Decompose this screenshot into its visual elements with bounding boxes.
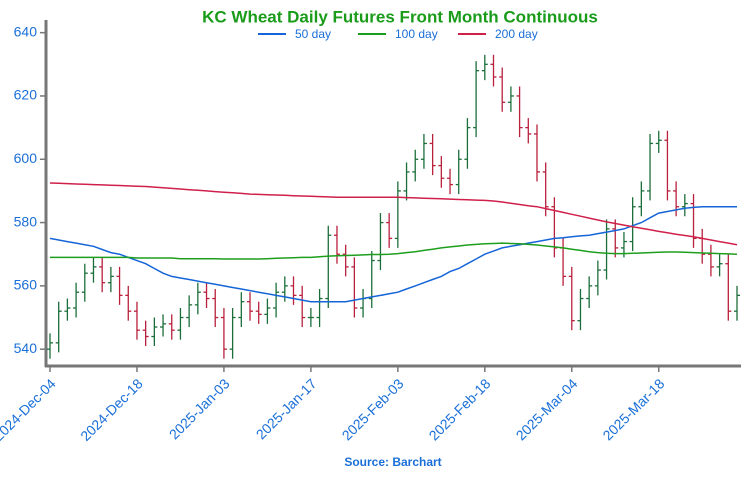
- legend-label: 50 day: [295, 27, 331, 41]
- legend-label: 200 day: [495, 27, 538, 41]
- moving-average-line: [50, 242, 738, 260]
- y-tick-label: 540: [14, 340, 38, 356]
- x-tick-label: 2025-Mar-04: [513, 375, 581, 443]
- y-tick-label: 580: [14, 213, 38, 229]
- x-tick-label: 2025-Jan-17: [253, 375, 320, 442]
- legend-label: 100 day: [395, 27, 438, 41]
- y-tick-label: 600: [14, 150, 38, 166]
- x-tick-label: 2025-Feb-18: [426, 375, 494, 443]
- x-tick-label: 2025-Feb-03: [339, 375, 407, 443]
- moving-average-line: [49, 182, 738, 246]
- x-tick-label: 2025-Jan-03: [166, 375, 233, 442]
- y-tick-label: 560: [14, 277, 38, 293]
- x-tick-label: 2024-Dec-04: [0, 375, 59, 444]
- moving-average-line: [49, 205, 737, 303]
- y-tick-label: 640: [14, 23, 38, 39]
- x-tick-label: 2025-Mar-18: [599, 375, 667, 443]
- source-note: Source: Barchart: [344, 455, 441, 469]
- x-tick-label: 2024-Dec-18: [77, 375, 146, 444]
- y-tick-label: 620: [14, 87, 38, 103]
- chart-title: KC Wheat Daily Futures Front Month Conti…: [202, 7, 598, 26]
